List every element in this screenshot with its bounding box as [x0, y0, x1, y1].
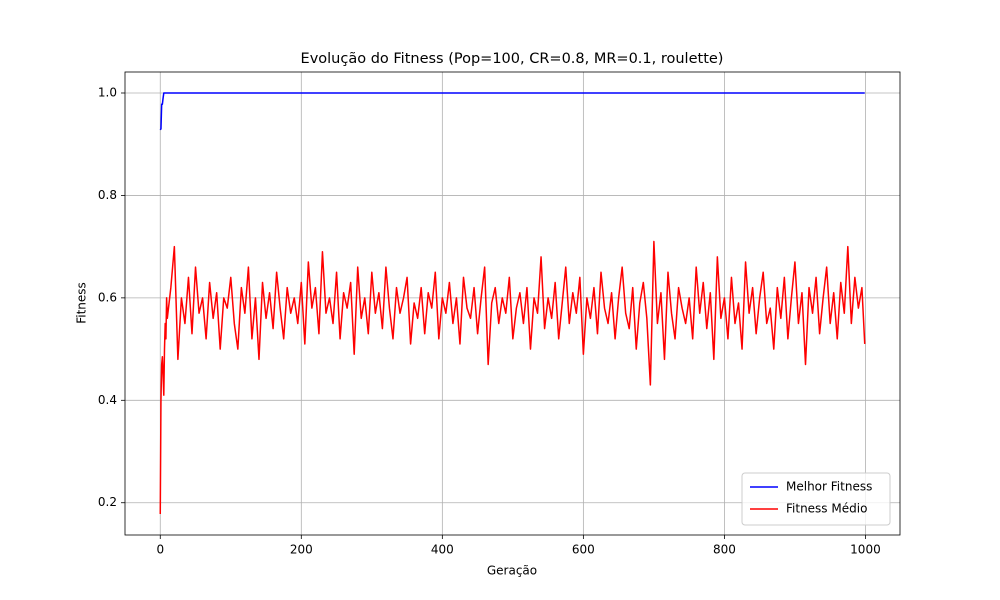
- data-line: [159, 240, 866, 515]
- y-tick-label: 1.0: [98, 85, 117, 99]
- y-tick-label: 0.2: [98, 495, 117, 509]
- x-tick-label: 400: [431, 543, 454, 557]
- y-tick-label: 0.4: [98, 393, 117, 407]
- legend-label: Melhor Fitness: [786, 480, 872, 494]
- plot-frame: [124, 71, 901, 536]
- y-tick-label: 0.8: [98, 188, 117, 202]
- legend-label: Fitness Médio: [786, 502, 867, 516]
- x-tick-label: 200: [290, 543, 313, 557]
- x-axis-label: Geração: [487, 564, 537, 578]
- x-tick-label: 1000: [850, 543, 881, 557]
- x-tick-label: 800: [713, 543, 736, 557]
- data-line: [159, 92, 865, 131]
- y-axis-label: Fitness: [75, 282, 89, 324]
- legend-box: [741, 472, 891, 526]
- x-tick-label: 0: [156, 543, 164, 557]
- x-tick-label: 600: [572, 543, 595, 557]
- y-tick-label: 0.6: [98, 290, 117, 304]
- chart-title: Evolução do Fitness (Pop=100, CR=0.8, MR…: [301, 51, 724, 67]
